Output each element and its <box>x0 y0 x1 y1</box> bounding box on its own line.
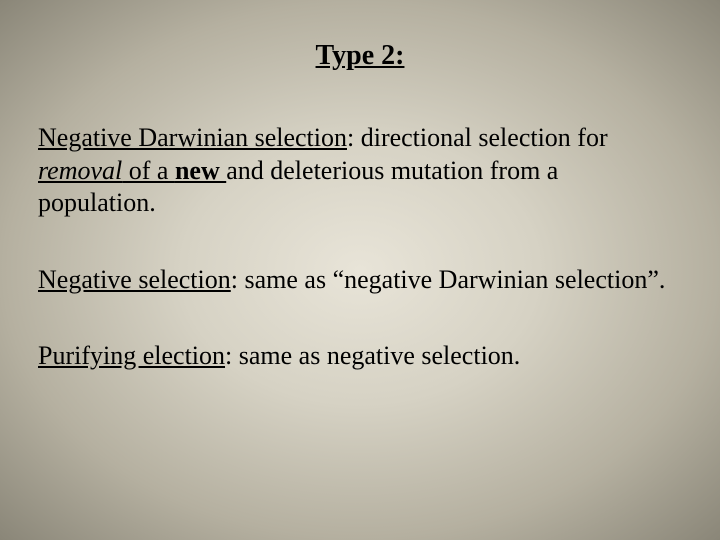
emphasis-new: new <box>175 156 226 185</box>
emphasis-removal: removal <box>38 156 122 185</box>
text-run: : same as “negative Darwinian selection”… <box>231 265 666 294</box>
slide-title: Type 2: <box>38 40 682 72</box>
paragraph-2: Negative selection: same as “negative Da… <box>38 264 682 297</box>
slide: Type 2: Negative Darwinian selection: di… <box>0 0 720 540</box>
term-negative-selection: Negative selection <box>38 265 231 294</box>
text-run: : same as negative selection. <box>225 341 520 370</box>
term-negative-darwinian: Negative Darwinian selection <box>38 123 347 152</box>
text-run: of a <box>122 156 175 185</box>
paragraph-3: Purifying election: same as negative sel… <box>38 340 682 373</box>
paragraph-1: Negative Darwinian selection: directiona… <box>38 122 682 220</box>
text-run: : directional selection for <box>347 123 608 152</box>
term-purifying-election: Purifying election <box>38 341 225 370</box>
